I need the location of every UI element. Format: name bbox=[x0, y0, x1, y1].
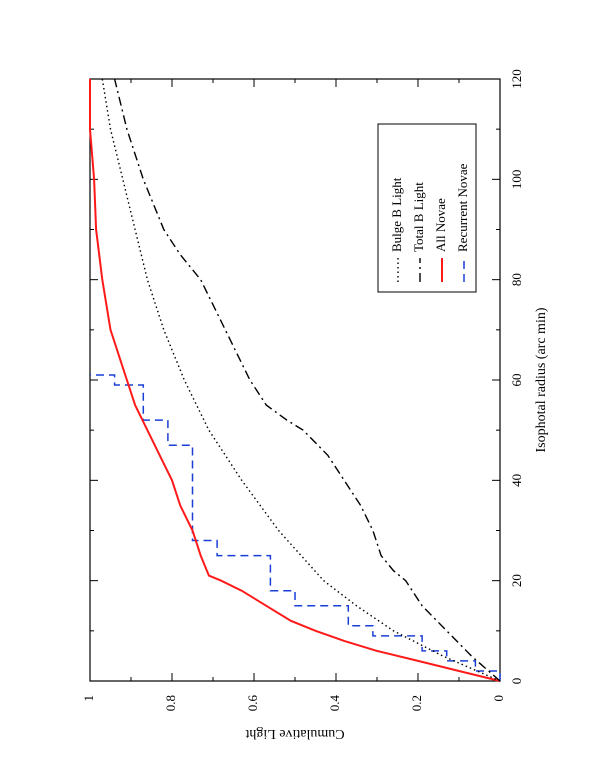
x-tick-label: 60 bbox=[509, 374, 524, 387]
x-tick-label: 80 bbox=[509, 273, 524, 286]
x-tick-label: 20 bbox=[509, 574, 524, 587]
legend-label: Total B Light bbox=[411, 182, 426, 252]
y-axis-label: Cumulative Light bbox=[245, 726, 344, 741]
legend-box bbox=[377, 123, 477, 293]
series-line-recurrent-novae bbox=[90, 374, 501, 681]
series-line-total-b-light bbox=[113, 78, 501, 682]
x-tick-label: 40 bbox=[509, 474, 524, 487]
y-tick-label: 0.8 bbox=[163, 695, 178, 711]
legend-label: Recurrent Novae bbox=[455, 163, 470, 252]
x-tick-label: 120 bbox=[509, 69, 524, 89]
legend: Recurrent Novae All Novae Total B Light Bul… bbox=[377, 123, 477, 293]
x-tick-label: 0 bbox=[509, 678, 524, 685]
y-tick-label: 0.2 bbox=[409, 695, 424, 711]
y-tick-label: 1 bbox=[81, 695, 96, 702]
y-tick-label: 0.6 bbox=[245, 695, 260, 712]
y-tick-label: 0 bbox=[491, 695, 506, 702]
legend-label: All Novae bbox=[433, 198, 448, 252]
legend-label: Bulge B Light bbox=[389, 177, 404, 252]
series-line-all-novae bbox=[89, 79, 501, 682]
y-tick-label: 0.4 bbox=[327, 695, 342, 712]
x-axis-label: Isophotal radius (arc min) bbox=[534, 307, 549, 452]
x-tick-label: 100 bbox=[509, 170, 524, 190]
